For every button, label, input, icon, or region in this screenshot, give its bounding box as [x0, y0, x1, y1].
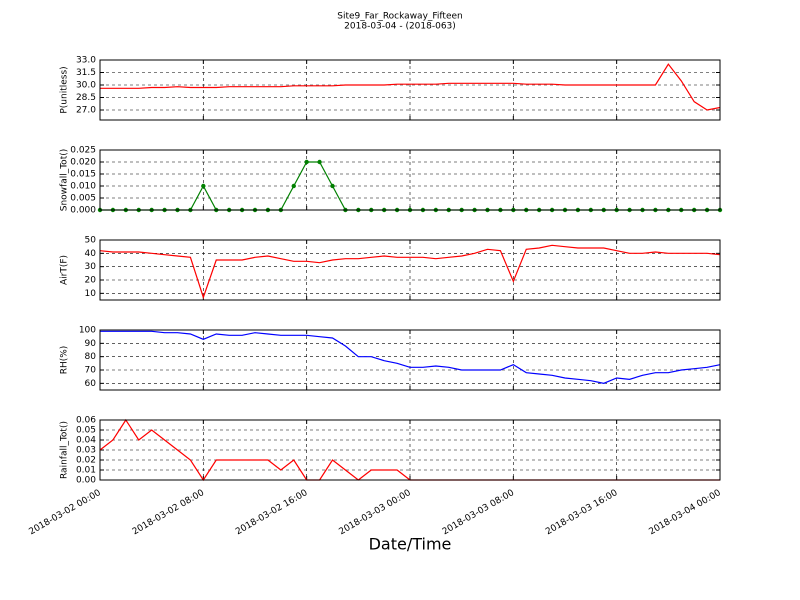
chart-subtitle: 2018-03-04 - (2018-063): [344, 22, 456, 32]
y-tick-label: 0.05: [76, 426, 96, 436]
axes-frame: [99, 149, 721, 211]
y-tick-label: 31.5: [76, 68, 96, 78]
y-tick-label: 30: [85, 262, 97, 272]
chart-title: Site9_Far_Rockaway_Fifteen: [337, 12, 463, 22]
y-tick-label: 80: [85, 352, 97, 362]
data-point: [291, 183, 296, 189]
data-point: [201, 183, 206, 189]
y-tick-label: 10: [85, 289, 97, 299]
y-tick-label: 0.005: [70, 194, 96, 204]
y-tick-label: 0.020: [70, 158, 96, 168]
y-tick-label: 50: [85, 236, 97, 246]
y-tick-label: 0.03: [76, 446, 96, 456]
y-axis-label: Snowfall_Tot(): [60, 149, 70, 212]
data-point: [304, 159, 309, 165]
y-tick-label: 70: [85, 366, 97, 376]
y-axis-label: P(unitless): [60, 66, 70, 113]
y-tick-label: 60: [85, 379, 97, 389]
y-tick-label: 28.5: [76, 93, 96, 103]
x-axis-label: Date/Time: [369, 535, 452, 554]
axes-frame: [99, 329, 721, 391]
y-tick-label: 30.0: [76, 81, 96, 91]
data-point: [317, 159, 322, 165]
y-tick-label: 0.010: [70, 182, 96, 192]
y-axis-label: AirT(F): [60, 255, 70, 285]
axes-frame: [99, 59, 721, 121]
y-tick-label: 0.04: [76, 436, 96, 446]
y-tick-label: 90: [85, 339, 97, 349]
y-tick-label: 0.02: [76, 456, 96, 466]
y-tick-label: 0.06: [76, 416, 96, 426]
data-line: [99, 244, 721, 300]
y-tick-label: 100: [79, 326, 96, 336]
y-axis-label: Rainfall_Tot(): [60, 421, 70, 479]
y-axis-label: RH(%): [60, 346, 70, 375]
data-point: [330, 183, 335, 189]
y-tick-label: 33.0: [76, 56, 96, 66]
y-tick-label: 0.000: [70, 206, 96, 216]
data-line: [100, 63, 721, 111]
data-line: [100, 330, 721, 384]
axes-frame: [99, 419, 721, 481]
axes-frame: [99, 239, 721, 301]
y-tick-label: 0.025: [70, 146, 96, 156]
y-tick-label: 0.01: [76, 466, 96, 476]
y-tick-label: 20: [85, 276, 97, 286]
y-tick-label: 40: [85, 249, 97, 259]
y-tick-label: 27.0: [76, 106, 96, 116]
y-tick-label: 0.00: [76, 476, 96, 486]
y-tick-label: 0.015: [70, 170, 96, 180]
